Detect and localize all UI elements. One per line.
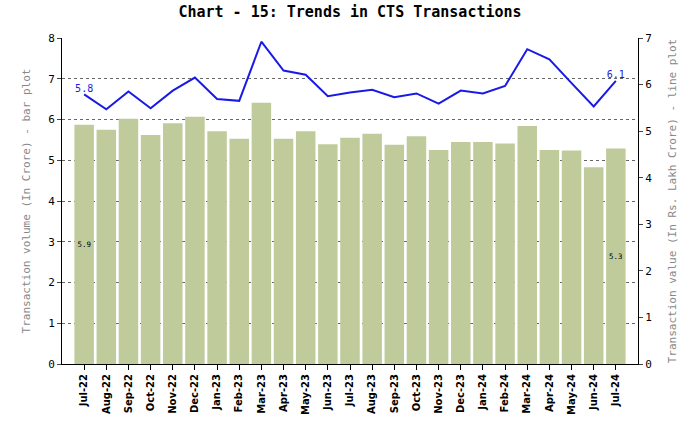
svg-text:3: 3	[645, 218, 652, 231]
svg-text:Sep-23: Sep-23	[389, 374, 400, 413]
svg-text:Feb-23: Feb-23	[233, 374, 244, 412]
svg-text:Aug-22: Aug-22	[101, 374, 112, 414]
svg-text:Jan-24: Jan-24	[477, 374, 488, 411]
svg-text:4: 4	[48, 195, 55, 208]
svg-text:Apr-23: Apr-23	[278, 374, 289, 412]
svg-text:Jul-23: Jul-23	[344, 374, 355, 407]
svg-text:Oct-22: Oct-22	[145, 374, 156, 411]
svg-text:Transaction volume (In Crore): Transaction volume (In Crore) - bar plot	[20, 69, 33, 334]
svg-text:Apr-24: Apr-24	[544, 374, 555, 412]
svg-text:Nov-23: Nov-23	[433, 374, 444, 414]
svg-text:Dec-23: Dec-23	[455, 374, 466, 413]
svg-text:7: 7	[48, 73, 55, 86]
svg-text:1: 1	[645, 311, 652, 324]
svg-text:Nov-22: Nov-22	[167, 374, 178, 414]
svg-text:0: 0	[48, 358, 55, 371]
svg-text:Mar-23: Mar-23	[256, 374, 267, 414]
svg-text:5: 5	[645, 125, 652, 138]
svg-text:6.1: 6.1	[607, 69, 625, 80]
svg-text:5.8: 5.8	[75, 83, 93, 94]
svg-text:Feb-24: Feb-24	[499, 374, 510, 412]
svg-text:3: 3	[48, 236, 55, 249]
svg-text:May-24: May-24	[566, 374, 577, 415]
svg-text:May-23: May-23	[300, 374, 311, 415]
svg-text:1: 1	[48, 317, 55, 330]
svg-text:Jul-24: Jul-24	[610, 374, 621, 407]
svg-text:Jun-24: Jun-24	[588, 374, 599, 411]
svg-text:Jan-23: Jan-23	[211, 374, 222, 411]
svg-text:2: 2	[48, 276, 55, 289]
svg-text:Mar-24: Mar-24	[521, 374, 532, 414]
svg-text:6: 6	[645, 78, 652, 91]
svg-text:Sep-22: Sep-22	[123, 374, 134, 413]
svg-text:5.9: 5.9	[77, 240, 90, 249]
svg-text:2: 2	[645, 265, 652, 278]
svg-text:8: 8	[48, 32, 55, 45]
svg-text:Jun-23: Jun-23	[322, 374, 333, 411]
svg-text:5: 5	[48, 154, 55, 167]
svg-text:Dec-22: Dec-22	[189, 374, 200, 413]
svg-text:4: 4	[645, 172, 652, 185]
svg-text:Aug-23: Aug-23	[366, 374, 377, 414]
svg-text:Chart - 15: Trends in CTS Tran: Chart - 15: Trends in CTS Transactions	[178, 3, 521, 21]
svg-text:6: 6	[48, 113, 55, 126]
svg-text:7: 7	[645, 32, 652, 45]
svg-text:Oct-23: Oct-23	[411, 374, 422, 411]
svg-text:5.3: 5.3	[609, 252, 622, 261]
svg-text:Jul-22: Jul-22	[78, 374, 89, 407]
svg-text:Transaction value (In Rs. Lakh: Transaction value (In Rs. Lakh Crore) - …	[666, 39, 679, 364]
svg-text:0: 0	[645, 358, 652, 371]
